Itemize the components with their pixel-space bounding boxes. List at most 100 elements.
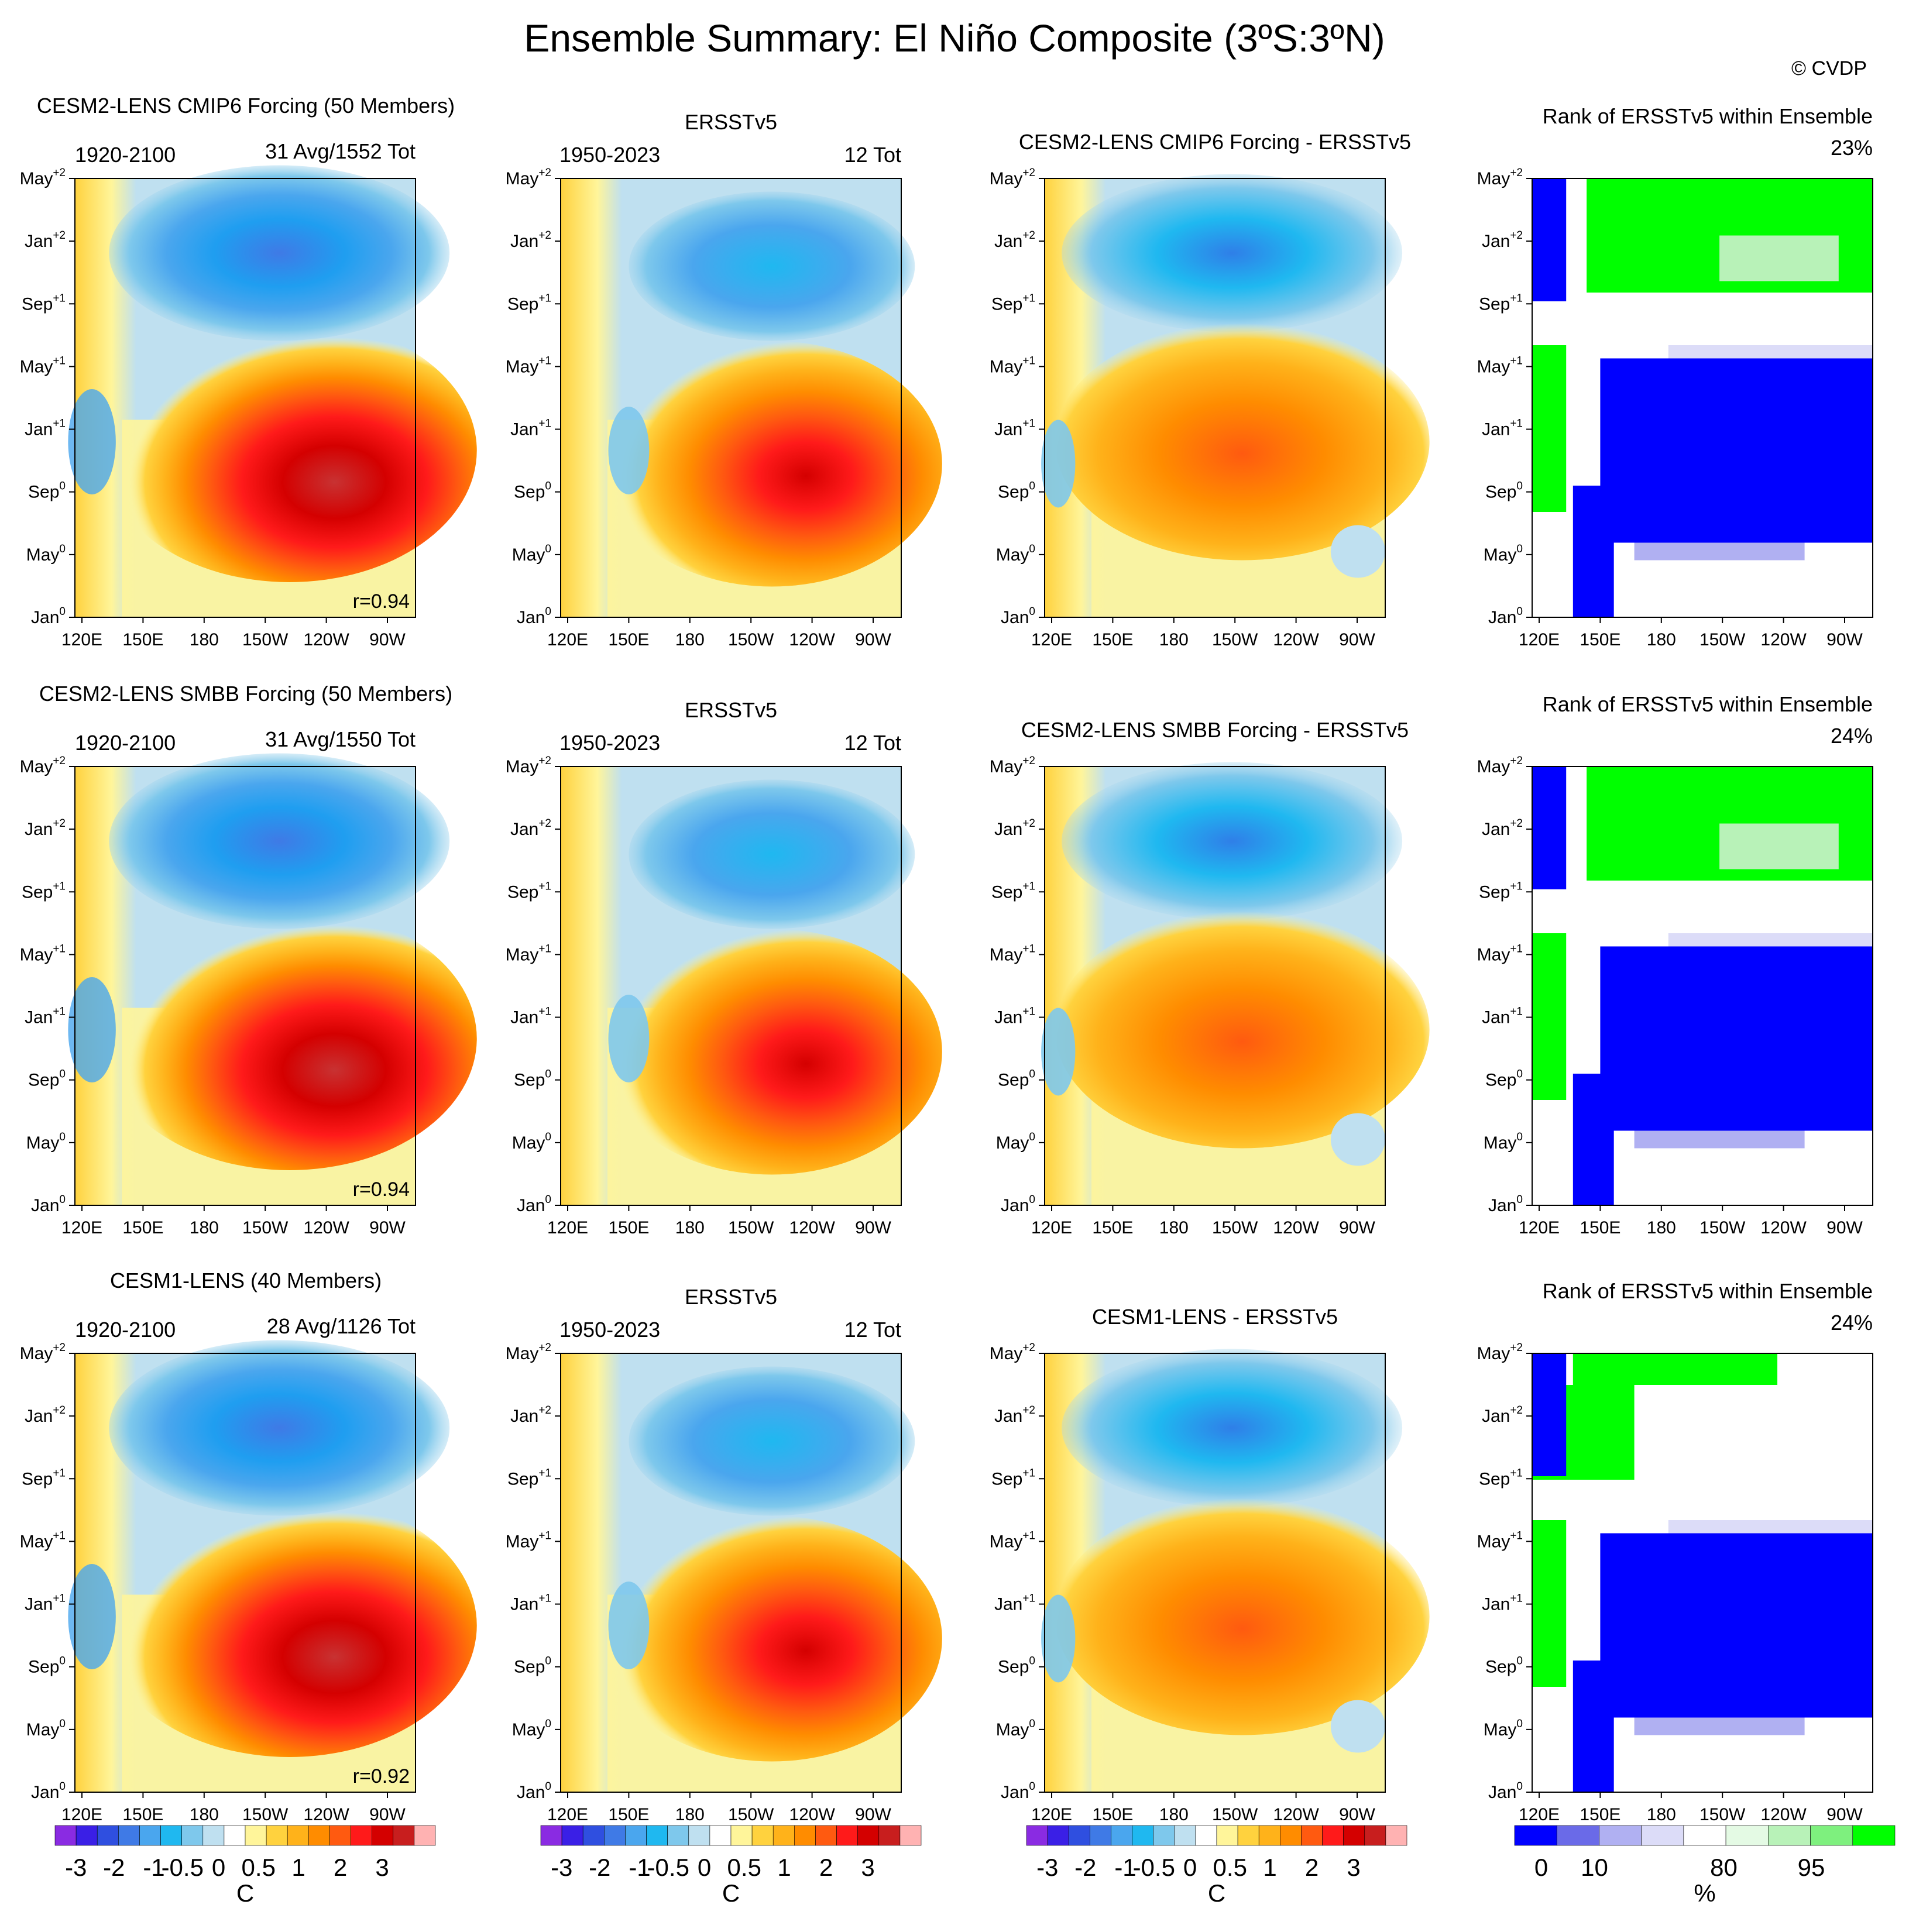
x-tick-label: 180 [1159,630,1189,649]
colorbar-swatch [1322,1825,1344,1846]
x-tick-label: 120E [1519,1805,1560,1824]
y-tick-month: Jan [25,820,53,839]
y-tick-year: +2 [53,1404,66,1417]
y-tick-year: +2 [1022,167,1035,179]
x-tick-label: 180 [675,1218,705,1237]
x-tick-label: 120E [547,1805,588,1824]
y-tick-year: +2 [53,755,66,767]
y-tick-year: 0 [1029,480,1035,493]
colorbar-label: -3 [551,1854,572,1881]
x-tick-label: 150W [242,1805,289,1824]
x-tick-label: 90W [1339,1805,1375,1824]
y-tick-year: 0 [1029,1718,1035,1730]
y-tick-month: May [20,945,53,964]
y-tick-month: May [1477,757,1510,776]
x-tick-label: 150W [1699,630,1746,649]
y-tick-month: May [1477,357,1510,376]
colorbar-swatch [1514,1825,1557,1846]
y-tick-label: Sep+1 [22,1467,66,1488]
x-tick-label: 90W [1339,1218,1375,1237]
contour-region [68,977,116,1082]
y-tick-label: Jan0 [1488,1194,1523,1215]
colorbar-unit: % [1694,1879,1715,1907]
y-tick-month: Jan [31,608,59,627]
y-tick-label: Jan+2 [25,1404,66,1426]
y-tick-year: +2 [53,817,66,830]
rank-percent: 24% [1831,1311,1873,1335]
panel-diff: CESM2-LENS CMIP6 Forcing - ERSSTv5 120E 15… [990,130,1430,649]
y-tick-month: May [1484,1720,1517,1740]
y-tick-year: 0 [545,1068,551,1081]
contour-region [102,907,477,1170]
panel-count: 12 Tot [844,143,901,167]
panel-frame [1044,766,1386,1206]
y-tick-month: Sep [514,483,545,502]
colorbar-label: -1 [1114,1854,1136,1881]
panel-title: ERSSTv5 [685,698,777,722]
y-tick-year: +2 [1510,755,1523,767]
panel-obs: ERSSTv5 1950-2023 12 Tot 120E 150E 180 150W 120… [506,1285,942,1824]
rank-region [1532,178,1567,301]
x-tick-label: 120W [303,1218,349,1237]
contour-region [608,1582,650,1669]
y-tick-label: Sep0 [28,1068,66,1090]
y-tick-label: Jan0 [517,1194,551,1215]
panel-model: 1920-2100 31 Avg/1552 Tot r=0.94 120E 150E 18… [20,139,477,649]
y-tick-month: Jan [1482,1595,1510,1614]
y-tick-year: +1 [1510,418,1523,430]
panel-count: 31 Avg/1552 Tot [265,139,416,163]
contour-region [601,929,942,1175]
y-tick-year: +1 [538,1529,551,1542]
colorbar-label: 3 [1347,1854,1360,1881]
panel-title: ERSSTv5 [685,110,777,134]
y-tick-label: Sep+1 [22,292,66,314]
colorbar-swatch [751,1825,774,1846]
y-tick-label: Jan0 [31,1194,66,1215]
rank-region [1532,766,1567,889]
panel-period: 1920-2100 [75,143,176,167]
contour-region [1055,1498,1430,1735]
y-tick-label: May0 [512,1131,551,1153]
rank-region [1572,486,1614,617]
y-tick-year: 0 [545,480,551,493]
y-tick-month: Jan [1001,1783,1029,1802]
rank-region [1532,1353,1567,1476]
x-tick-label: 120E [1519,630,1560,649]
y-tick-label: Sep0 [1485,1068,1523,1090]
y-tick-label: May0 [1484,1718,1523,1740]
colorbar-swatch [625,1825,647,1846]
x-tick-label: 120E [1031,1805,1072,1824]
x-tick-label: 150E [1092,1805,1133,1824]
y-tick-year: +1 [538,1593,551,1605]
contour-region [1330,1113,1385,1166]
panel-frame [74,178,416,618]
y-tick-year: 0 [1516,1131,1523,1143]
y-tick-year: 0 [59,606,66,618]
y-tick-label: May0 [26,543,66,565]
y-tick-year: +1 [538,292,551,304]
y-tick-year: +2 [1022,1404,1035,1417]
y-tick-label: Jan+1 [994,1006,1035,1027]
colorbar-swatch [1068,1825,1090,1846]
y-tick-month: May [1477,169,1510,188]
rank-region [1532,345,1567,512]
colorbar-rank: 0 10 80 95% [1514,1825,1896,1907]
y-tick-year: +1 [53,1529,66,1542]
y-tick-label: Sep+1 [507,880,551,902]
y-tick-month: Jan [31,1196,59,1215]
y-tick-label: Jan+1 [25,1593,66,1614]
y-tick-year: 0 [1516,1718,1523,1730]
y-tick-label: Jan+1 [510,418,551,439]
y-tick-month: Sep [514,1071,545,1090]
rank-region [1634,1130,1805,1149]
colorbar-sst: -3 -2 -1-0.5 0 0.5 1 2 3 C [540,1825,922,1907]
panel-rank: Rank of ERSSTv5 within Ensemble 24% 120E 15… [1477,1279,1873,1824]
row-3: CESM1-LENS (40 Members) 1920-2100 28 Avg/1… [20,1268,1873,1824]
y-tick-month: Sep [998,1658,1029,1677]
y-tick-year: +2 [1022,229,1035,242]
y-tick-year: +1 [1022,1593,1035,1605]
y-tick-month: May [26,1720,60,1740]
y-tick-label: Jan0 [1488,1780,1523,1802]
y-tick-month: May [1477,945,1510,964]
y-tick-label: May+1 [20,1529,66,1551]
